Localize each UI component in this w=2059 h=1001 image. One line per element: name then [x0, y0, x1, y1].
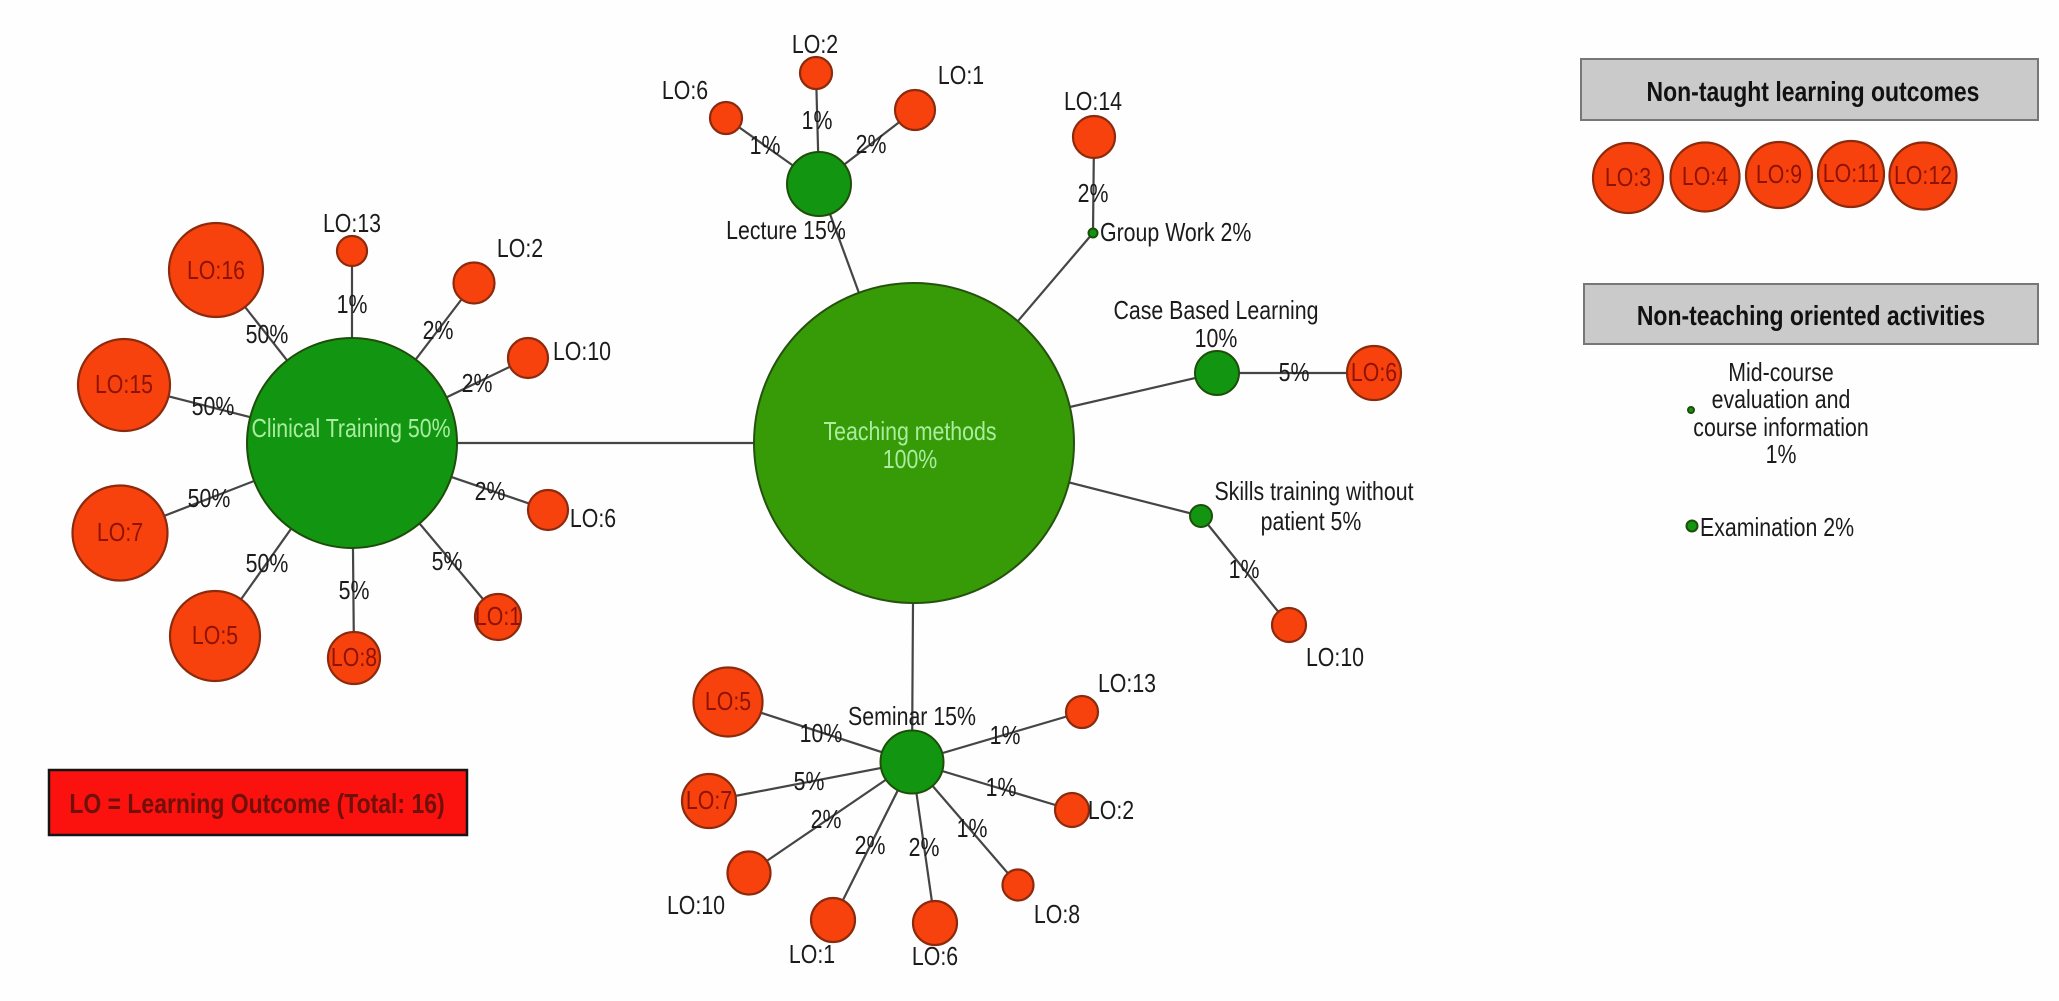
svg-text:Non-teaching oriented activiti: Non-teaching oriented activities	[1637, 300, 1985, 331]
svg-text:LO:1: LO:1	[789, 939, 835, 969]
svg-text:LO:6: LO:6	[570, 503, 616, 533]
svg-text:5%: 5%	[432, 546, 463, 576]
svg-text:2%: 2%	[856, 129, 887, 159]
svg-text:LO:13: LO:13	[323, 208, 381, 238]
svg-text:50%: 50%	[246, 548, 289, 578]
svg-text:LO:7: LO:7	[686, 785, 732, 815]
svg-text:LO:15: LO:15	[95, 369, 153, 399]
svg-text:1%: 1%	[957, 813, 988, 843]
svg-text:LO:16: LO:16	[187, 255, 245, 285]
svg-text:5%: 5%	[794, 766, 825, 796]
svg-text:1%: 1%	[802, 105, 833, 135]
svg-text:LO:8: LO:8	[331, 642, 377, 672]
svg-text:LO:10: LO:10	[553, 336, 611, 366]
svg-text:LO:6: LO:6	[1351, 357, 1397, 387]
svg-text:100%: 100%	[883, 444, 938, 474]
svg-text:LO:2: LO:2	[792, 29, 838, 59]
svg-text:LO:12: LO:12	[1894, 160, 1952, 190]
svg-text:2%: 2%	[909, 832, 940, 862]
svg-text:LO:9: LO:9	[1756, 159, 1802, 189]
svg-text:LO = Learning Outcome (Total:: LO = Learning Outcome (Total: 16)	[69, 788, 444, 819]
svg-text:2%: 2%	[1078, 178, 1109, 208]
svg-text:LO:6: LO:6	[662, 75, 708, 105]
svg-text:10%: 10%	[1195, 323, 1238, 353]
svg-text:LO:6: LO:6	[912, 941, 958, 971]
svg-text:LO:8: LO:8	[1034, 899, 1080, 929]
svg-text:LO:1: LO:1	[938, 60, 984, 90]
svg-text:50%: 50%	[192, 391, 235, 421]
svg-text:2%: 2%	[475, 476, 506, 506]
svg-text:2%: 2%	[855, 830, 886, 860]
svg-text:course information: course information	[1693, 412, 1868, 442]
svg-text:Skills training without: Skills training without	[1214, 476, 1414, 506]
svg-text:Mid-course: Mid-course	[1728, 357, 1833, 387]
svg-text:LO:10: LO:10	[1306, 642, 1364, 672]
svg-text:Group Work 2%: Group Work 2%	[1100, 217, 1251, 247]
svg-text:patient 5%: patient 5%	[1261, 506, 1362, 536]
svg-text:LO:1: LO:1	[475, 601, 521, 631]
svg-text:1%: 1%	[750, 130, 781, 160]
svg-text:LO:5: LO:5	[192, 620, 238, 650]
svg-text:1%: 1%	[986, 772, 1017, 802]
svg-text:10%: 10%	[800, 718, 843, 748]
svg-text:1%: 1%	[1229, 554, 1260, 584]
svg-text:50%: 50%	[188, 483, 231, 513]
svg-text:LO:11: LO:11	[1823, 158, 1880, 188]
svg-text:1%: 1%	[1766, 439, 1797, 469]
svg-text:LO:13: LO:13	[1098, 668, 1156, 698]
svg-text:5%: 5%	[339, 575, 370, 605]
svg-text:2%: 2%	[811, 804, 842, 834]
svg-text:1%: 1%	[337, 289, 368, 319]
svg-text:Examination 2%: Examination 2%	[1700, 512, 1854, 542]
svg-text:LO:4: LO:4	[1682, 161, 1728, 191]
svg-text:Non-taught learning outcomes: Non-taught learning outcomes	[1647, 76, 1980, 107]
svg-text:Teaching methods: Teaching methods	[824, 416, 997, 446]
svg-text:Lecture 15%: Lecture 15%	[726, 215, 846, 245]
svg-text:Case Based Learning: Case Based Learning	[1114, 295, 1319, 325]
svg-text:Seminar 15%: Seminar 15%	[848, 701, 976, 731]
svg-text:5%: 5%	[1279, 357, 1310, 387]
svg-text:LO:2: LO:2	[1088, 795, 1134, 825]
svg-text:LO:7: LO:7	[97, 517, 143, 547]
svg-text:evaluation and: evaluation and	[1712, 384, 1851, 414]
svg-text:LO:2: LO:2	[497, 233, 543, 263]
svg-text:2%: 2%	[462, 368, 493, 398]
svg-text:1%: 1%	[990, 720, 1021, 750]
svg-text:LO:3: LO:3	[1605, 162, 1651, 192]
svg-text:LO:10: LO:10	[667, 890, 725, 920]
svg-text:50%: 50%	[246, 319, 289, 349]
svg-text:LO:14: LO:14	[1064, 86, 1122, 116]
svg-text:LO:5: LO:5	[705, 686, 751, 716]
svg-text:Clinical Training 50%: Clinical Training 50%	[251, 413, 450, 443]
svg-text:2%: 2%	[423, 315, 454, 345]
